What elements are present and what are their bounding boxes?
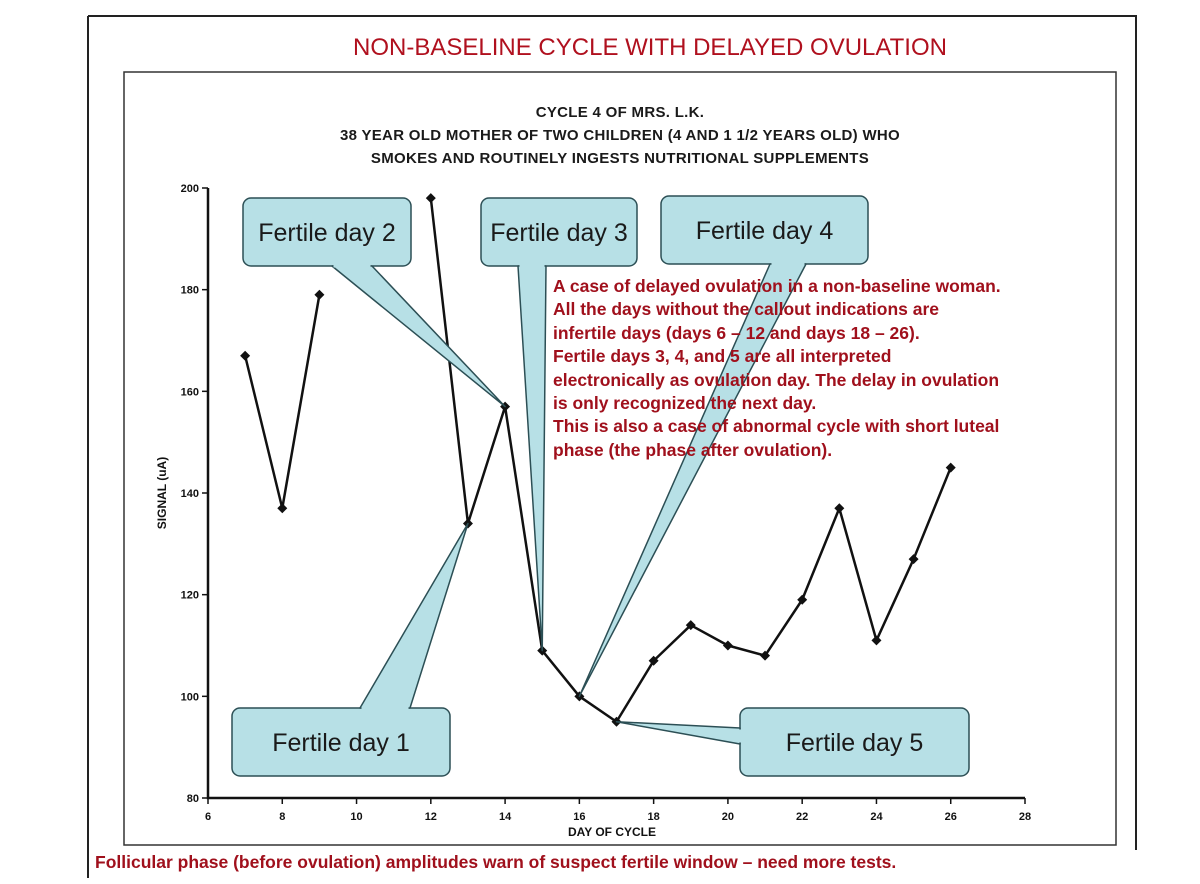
data-point	[797, 594, 808, 605]
data-point	[834, 503, 845, 514]
annotation-line: phase (the phase after ovulation).	[553, 439, 833, 460]
x-tick-label: 18	[648, 811, 660, 823]
chart-title-line-2: 38 YEAR OLD MOTHER OF TWO CHILDREN (4 AN…	[339, 127, 901, 144]
chart-title-line-1: CYCLE 4 OF MRS. L.K.	[535, 104, 705, 121]
y-axis-label: SIGNAL (uA)	[155, 457, 169, 529]
callout-1: Fertile day 1	[231, 522, 469, 777]
annotation-line: infertile days (days 6 – 12 and days 18 …	[553, 322, 920, 343]
data-point	[685, 620, 696, 631]
callout-label: Fertile day 5	[786, 729, 924, 757]
data-point	[871, 635, 882, 646]
annotation-line: This is also a case of abnormal cycle wi…	[553, 416, 1000, 437]
x-tick-label: 8	[279, 811, 285, 823]
data-point	[240, 350, 251, 361]
y-tick-label: 200	[181, 183, 199, 195]
x-tick-label: 10	[350, 811, 362, 823]
y-axis: 80 100 120 140 160 180 200	[181, 183, 208, 805]
callout-box	[480, 197, 638, 267]
callout-2: Fertile day 2	[242, 197, 506, 408]
data-point	[314, 289, 325, 300]
y-tick-label: 100	[181, 691, 199, 703]
callout-box	[242, 197, 412, 267]
data-point	[277, 503, 288, 514]
data-point	[425, 193, 436, 204]
annotation-line: All the days without the callout indicat…	[553, 299, 940, 320]
callout-label: Fertile day 1	[272, 729, 410, 757]
annotation-line: electronically as ovulation day. The del…	[553, 369, 1000, 390]
callout-label: Fertile day 3	[490, 219, 628, 247]
callout-label: Fertile day 4	[696, 217, 834, 245]
x-tick-label: 24	[870, 811, 883, 823]
x-tick-label: 12	[425, 811, 437, 823]
x-tick-label: 6	[205, 811, 211, 823]
callout-4: Fertile day 4	[578, 195, 869, 698]
y-tick-label: 140	[181, 488, 199, 500]
x-tick-label: 28	[1019, 811, 1031, 823]
annotation-text: A case of delayed ovulation in a non-bas…	[553, 275, 1163, 462]
y-tick-label: 160	[181, 386, 199, 398]
x-tick-label: 22	[796, 811, 808, 823]
y-tick-label: 180	[181, 285, 199, 297]
x-axis-label: DAY OF CYCLE	[568, 825, 656, 839]
y-tick-label: 80	[187, 793, 199, 805]
data-points	[240, 193, 956, 727]
x-tick-label: 14	[499, 811, 512, 823]
data-point	[908, 554, 919, 565]
data-point	[648, 655, 659, 666]
x-axis: 6 8 10 12 14 16 18 20 22 24 26 28	[205, 798, 1031, 823]
figure-border	[123, 71, 1117, 846]
callout-pointer	[517, 265, 547, 652]
callouts: Fertile day 1 Fertile day 2 Fertile day 3 F…	[231, 195, 970, 777]
x-tick-label: 26	[945, 811, 957, 823]
y-tick-label: 120	[181, 590, 199, 602]
footer-note: Follicular phase (before ovulation) ampl…	[95, 852, 897, 872]
data-point	[945, 462, 956, 473]
callout-label: Fertile day 2	[258, 219, 396, 247]
callout-box	[660, 195, 869, 265]
callout-pointer	[359, 522, 469, 709]
data-point	[722, 640, 733, 651]
annotation-line: is only recognized the next day.	[553, 393, 817, 414]
x-tick-label: 16	[573, 811, 585, 823]
callout-pointer	[331, 265, 506, 408]
page-frame	[87, 15, 1137, 878]
annotation-line: Fertile days 3, 4, and 5 are all interpr…	[553, 346, 892, 367]
callout-5: Fertile day 5	[615, 707, 970, 777]
annotation-line: A case of delayed ovulation in a non-bas…	[553, 276, 1001, 296]
callout-pointer	[615, 721, 741, 745]
callout-box	[231, 707, 451, 777]
callout-3: Fertile day 3	[480, 197, 638, 652]
data-point	[760, 650, 771, 661]
series-line	[243, 294, 321, 510]
x-tick-label: 20	[722, 811, 734, 823]
chart-title-line-3: SMOKES AND ROUTINELY INGESTS NUTRITIONAL…	[370, 150, 870, 167]
slide-title: NON-BASELINE CYCLE WITH DELAYED OVULATIO…	[353, 34, 947, 61]
